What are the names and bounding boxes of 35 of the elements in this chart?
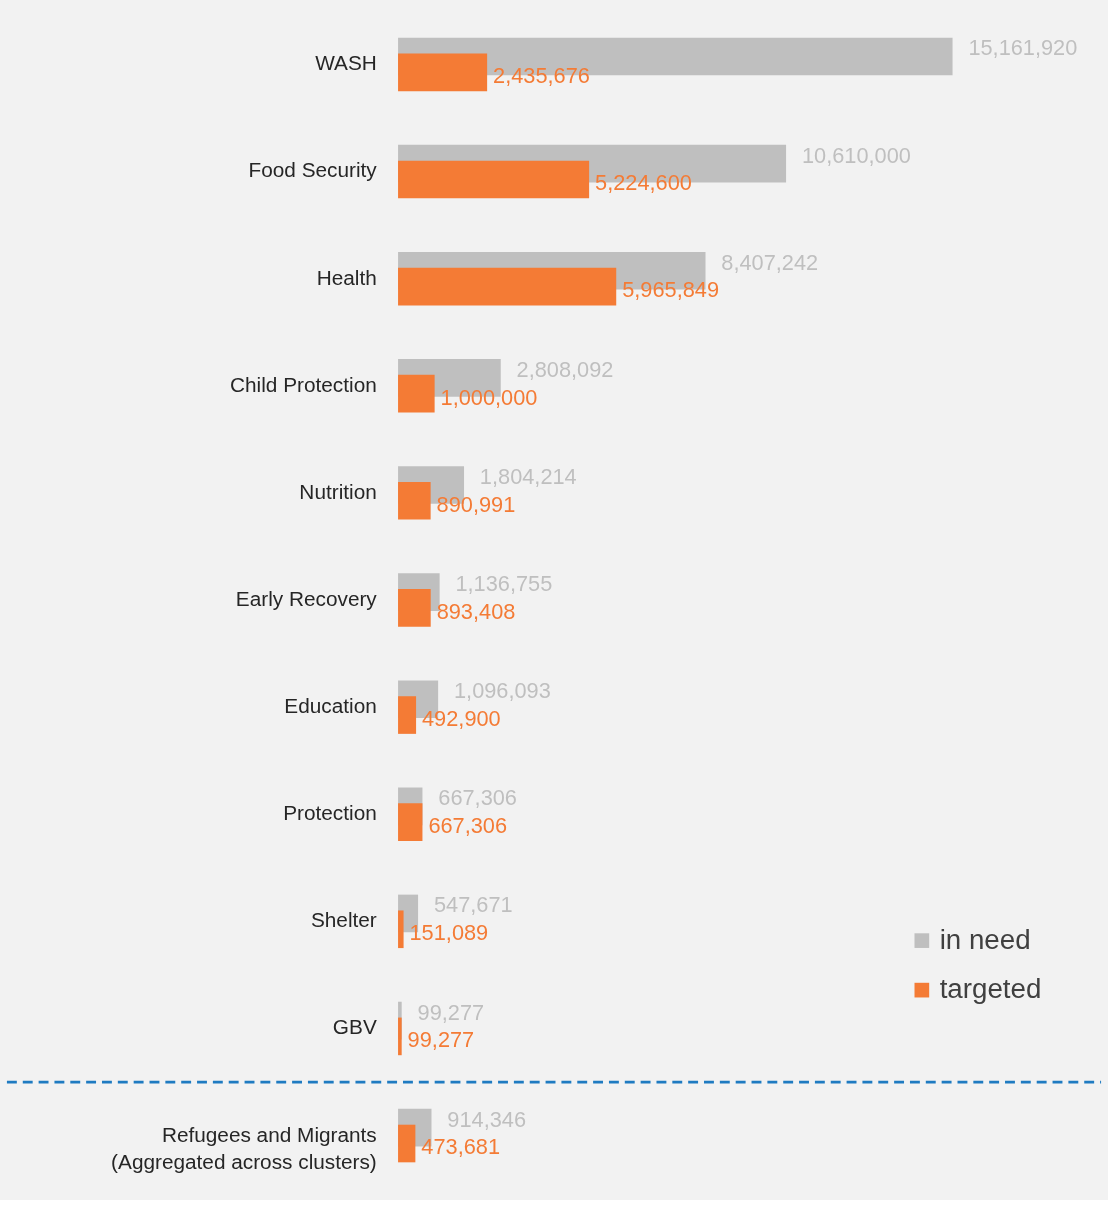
- bar: [398, 160, 590, 199]
- data-label: 667,306: [428, 813, 508, 839]
- y-tick-label: Nutrition: [299, 479, 377, 503]
- y-tick-label: Education: [284, 694, 377, 718]
- bar: [398, 481, 431, 520]
- data-label: 99,277: [407, 1027, 475, 1053]
- legend-label: targeted: [939, 973, 1042, 1005]
- data-label: 893,408: [436, 598, 516, 624]
- y-tick-label: GBV: [332, 1015, 377, 1039]
- y-tick-label: Refugees and Migrants (Aggregated across clusters): [111, 1122, 377, 1174]
- bar: [398, 374, 435, 413]
- bar: [398, 1124, 416, 1163]
- bar: [398, 1017, 402, 1056]
- bar: [398, 910, 404, 949]
- bar: [398, 696, 417, 734]
- bar: [398, 267, 617, 306]
- data-label: 1,000,000: [440, 384, 538, 410]
- y-tick-label: Shelter: [310, 908, 377, 932]
- data-label: 473,681: [421, 1134, 500, 1160]
- bar: [398, 53, 488, 92]
- data-label: 5,965,849: [622, 277, 720, 303]
- data-label: 2,435,676: [493, 63, 590, 89]
- data-label: 890,991: [436, 491, 516, 517]
- data-label: 492,900: [422, 705, 501, 731]
- bar: [398, 589, 431, 627]
- y-tick-label: Protection: [283, 801, 377, 825]
- legend-label: in need: [939, 923, 1031, 955]
- data-label: 151,089: [409, 920, 489, 946]
- bar: [398, 803, 423, 841]
- y-tick-label: Child Protection: [230, 372, 377, 396]
- y-tick-label: WASH: [315, 51, 377, 75]
- y-tick-label: Food Security: [248, 158, 378, 182]
- data-label: 5,224,600: [595, 170, 692, 196]
- y-tick-label: Health: [316, 265, 377, 289]
- y-tick-label: Early Recovery: [235, 586, 378, 610]
